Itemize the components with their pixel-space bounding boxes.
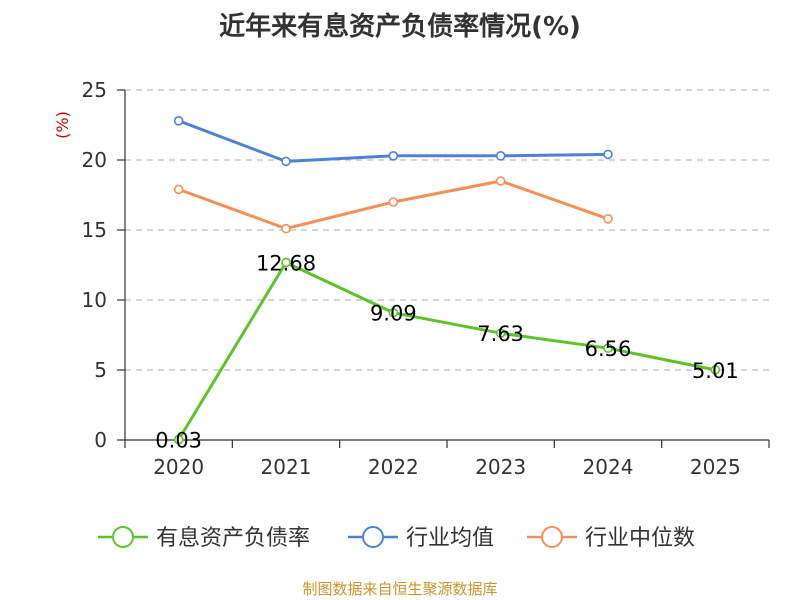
data-label: 0.03 [155, 429, 202, 453]
data-point[interactable] [603, 214, 613, 224]
data-point[interactable] [388, 307, 399, 318]
data-label: 9.09 [370, 302, 417, 326]
source-note: 制图数据来自恒生聚源数据库 [302, 580, 498, 598]
data-point[interactable] [495, 151, 506, 161]
data-point[interactable] [173, 116, 184, 126]
data-point[interactable] [495, 328, 506, 338]
legend-marker-0[interactable] [112, 526, 134, 548]
x-tick-label: 2022 [368, 455, 419, 479]
data-point[interactable] [388, 151, 399, 161]
legend-marker-1[interactable] [362, 526, 384, 548]
data-point[interactable] [173, 434, 184, 445]
legend-label-2[interactable]: 行业中位数 [585, 526, 695, 551]
data-point[interactable] [603, 343, 613, 353]
legend-label-0[interactable]: 有息资产负债率 [156, 526, 310, 551]
data-point[interactable] [710, 365, 721, 375]
y-tick-label: 5 [94, 358, 107, 382]
y-tick-label: 20 [82, 148, 107, 172]
data-point[interactable] [281, 156, 291, 167]
x-tick-label: 2024 [583, 455, 634, 479]
data-label: 7.63 [477, 322, 524, 346]
y-tick-label: 0 [94, 428, 107, 452]
data-point[interactable] [603, 149, 613, 160]
legend-marker-2[interactable] [541, 526, 563, 548]
data-label: 5.01 [692, 359, 739, 383]
legend-label-1[interactable]: 行业均值 [406, 526, 494, 551]
series-line-0 [177, 261, 716, 441]
y-axis-unit-label: (%) [53, 111, 72, 139]
y-tick-label: 15 [82, 218, 107, 242]
x-tick-label: 2025 [690, 455, 741, 479]
data-label: 6.56 [585, 337, 632, 361]
data-label: 12.68 [256, 251, 316, 275]
data-point[interactable] [495, 176, 506, 186]
data-point[interactable] [281, 223, 291, 234]
y-tick-label: 10 [82, 288, 107, 312]
x-tick-label: 2020 [153, 455, 204, 479]
data-point[interactable] [388, 197, 399, 207]
x-tick-label: 2023 [475, 455, 526, 479]
y-tick-label: 25 [82, 78, 107, 102]
chart-title: 近年来有息资产负债率情况(%) [219, 12, 581, 42]
data-point[interactable] [281, 257, 291, 268]
data-point[interactable] [173, 184, 184, 195]
x-tick-label: 2021 [261, 455, 312, 479]
